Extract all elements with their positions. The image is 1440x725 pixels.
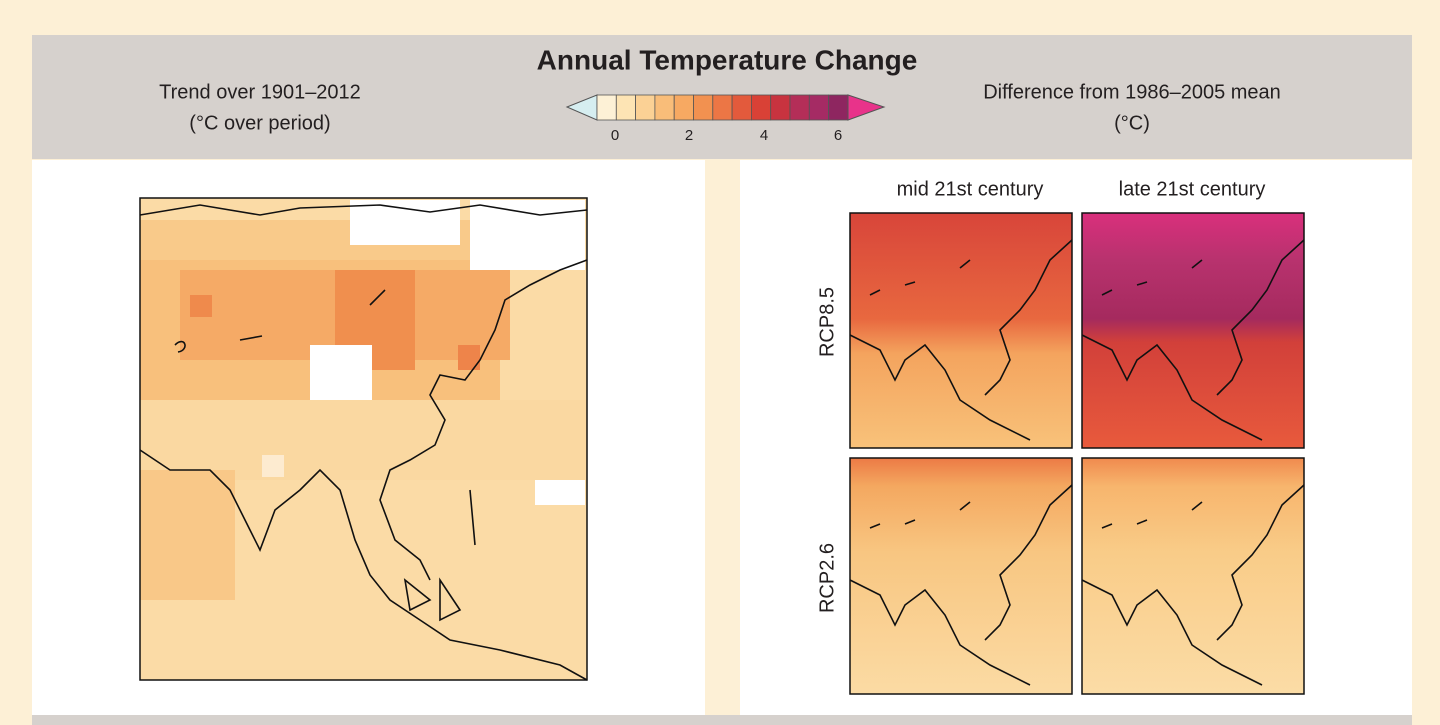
row-label: RCP8.5	[816, 287, 838, 357]
title: Annual Temperature Change	[537, 44, 918, 75]
colorbar-tick: 6	[834, 127, 842, 144]
left-subtitle: (°C over period)	[189, 112, 330, 134]
row-label: RCP2.6	[816, 543, 838, 613]
column-label: mid 21st century	[897, 178, 1044, 200]
colorbar-tick: 2	[685, 127, 693, 144]
scenario-maps	[849, 212, 1305, 695]
right-subtitle: (°C)	[1114, 112, 1150, 134]
colorbar-box	[751, 94, 772, 121]
right-panel	[740, 160, 1412, 715]
footer-band	[32, 715, 1412, 725]
colorbar	[565, 94, 886, 121]
colorbar-box	[635, 94, 656, 121]
observed-map	[139, 197, 588, 681]
right-subtitle: Difference from 1986–2005 mean	[983, 81, 1281, 103]
colorbar-box	[770, 94, 791, 121]
column-label: late 21st century	[1119, 178, 1266, 200]
colorbar-box	[828, 94, 849, 121]
colorbar-box	[712, 94, 733, 121]
colorbar-box	[673, 94, 694, 121]
colorbar-box	[731, 94, 752, 121]
colorbar-box	[596, 94, 617, 121]
left-subtitle: Trend over 1901–2012	[159, 81, 361, 103]
colorbar-tick: 4	[760, 127, 768, 144]
colorbar-box	[615, 94, 636, 121]
colorbar-box	[654, 94, 675, 121]
colorbar-box	[808, 94, 829, 121]
colorbar-box	[789, 94, 810, 121]
colorbar-box	[693, 94, 714, 121]
colorbar-tick: 0	[611, 127, 619, 144]
